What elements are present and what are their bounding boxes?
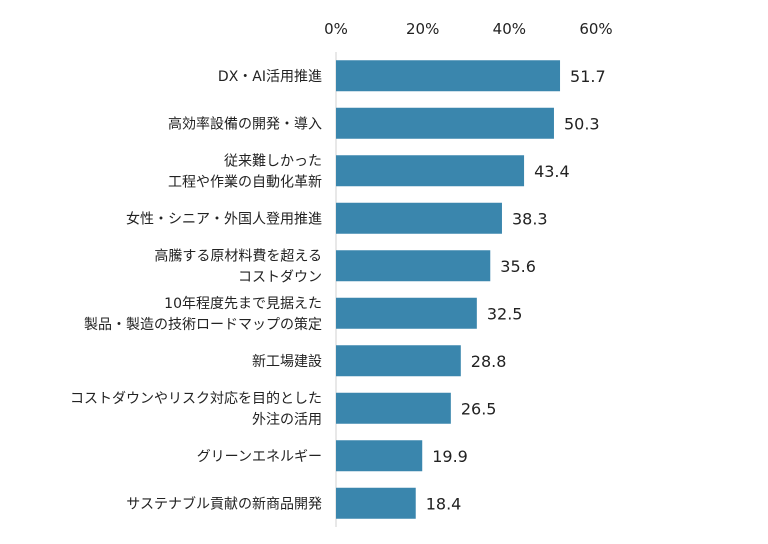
bar [336,250,491,282]
bar [336,107,554,139]
category-label: 女性・シニア・外国人登用推進 [126,210,322,227]
bar [336,60,561,92]
bar [336,392,451,424]
category-label: 高効率設備の開発・導入 [168,115,322,132]
category-label-line: サステナブル貢献の新商品開発 [126,495,322,512]
bar [336,487,416,519]
bars-group [336,60,561,519]
value-label: 35.6 [500,257,536,276]
category-label-line: 女性・シニア・外国人登用推進 [126,210,322,227]
value-label: 32.5 [487,304,523,323]
bar [336,345,461,377]
category-label-line: DX・AI活用推進 [218,69,322,85]
category-label-line: コストダウン [238,269,322,285]
category-label-line: グリーンエネルギー [197,449,322,465]
category-label-line: 外注の活用 [252,412,322,428]
category-label-line: 製品・製造の技術ロードマップの策定 [84,316,322,333]
bar [336,202,502,234]
value-label: 18.4 [426,494,462,513]
category-label-line: 高騰する原材料費を超える [154,247,322,264]
category-label: 従来難しかった工程や作業の自動化革新 [168,153,322,190]
category-label-line: 高効率設備の開発・導入 [168,115,322,132]
value-label: 51.7 [570,67,606,86]
category-label: サステナブル貢献の新商品開発 [126,495,322,512]
bar [336,440,423,472]
value-label: 28.8 [471,352,507,371]
x-tick-label: 20% [406,20,439,38]
category-label: 高騰する原材料費を超えるコストダウン [154,247,322,285]
category-labels: DX・AI活用推進高効率設備の開発・導入従来難しかった工程や作業の自動化革新女性… [70,69,322,513]
category-label: グリーンエネルギー [197,449,322,465]
category-label-line: 従来難しかった [224,153,322,169]
category-label: 新工場建設 [252,354,322,370]
x-tick-label: 40% [493,20,526,38]
value-label: 26.5 [461,399,497,418]
value-label: 43.4 [534,162,570,181]
value-labels: 51.7 50.3 43.4 38.3 35.6 32.5 28.8 26.5 19.9 18.4 [426,67,606,514]
value-label: 19.9 [432,447,468,466]
category-label-line: 10年程度先まで見据えた [164,296,322,312]
category-label-line: 工程や作業の自動化革新 [168,174,322,190]
value-label: 38.3 [512,209,548,228]
category-label: 10年程度先まで見据えた製品・製造の技術ロードマップの策定 [84,296,322,333]
x-axis-ticks: 0% 20% 40% 60% [324,20,613,38]
x-tick-label: 60% [579,20,612,38]
x-tick-label: 0% [324,20,348,38]
category-label: コストダウンやリスク対応を目的とした外注の活用 [70,391,322,428]
category-label-line: コストダウンやリスク対応を目的とした [70,391,322,407]
category-label: DX・AI活用推進 [218,69,322,85]
bar [336,297,477,329]
value-label: 50.3 [564,114,600,133]
bar [336,155,525,187]
category-label-line: 新工場建設 [252,354,322,370]
